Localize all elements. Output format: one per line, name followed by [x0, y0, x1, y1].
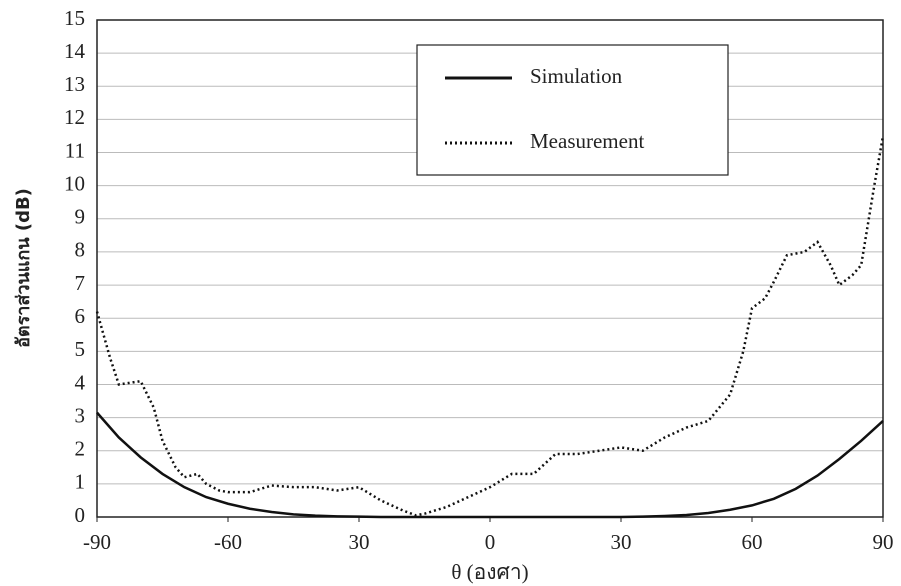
y-tick-label: 0 — [75, 503, 86, 527]
y-tick-label: 5 — [75, 337, 86, 361]
y-tick-label: 10 — [64, 171, 85, 195]
y-tick-label: 3 — [75, 403, 86, 427]
y-tick-label: 4 — [75, 370, 86, 394]
y-tick-label: 2 — [75, 437, 86, 461]
y-tick-label: 14 — [64, 39, 86, 63]
legend-box — [416, 44, 729, 176]
x-tick-label: -60 — [214, 530, 242, 554]
series-line — [96, 411, 884, 519]
series-line — [95, 135, 885, 517]
x-tick-label: 0 — [485, 530, 496, 554]
y-axis-label: อัตราส่วนแกน (dB) — [13, 188, 34, 348]
x-axis-label: θ (องศา) — [451, 560, 528, 584]
y-tick-label: 12 — [64, 105, 85, 129]
y-tick-label: 1 — [75, 470, 86, 494]
y-tick-label: 6 — [75, 304, 86, 328]
y-tick-label: 11 — [65, 138, 85, 162]
y-tick-label: 13 — [64, 72, 85, 96]
y-tick-label: 15 — [64, 6, 85, 30]
x-tick-label: 30 — [611, 530, 632, 554]
x-tick-label: 90 — [873, 530, 894, 554]
x-tick-label: 30 — [349, 530, 370, 554]
legend-label: Simulation — [530, 64, 623, 88]
y-tick-label: 8 — [75, 238, 86, 262]
x-tick-label: 60 — [742, 530, 763, 554]
x-tick-label: -90 — [83, 530, 111, 554]
y-tick-label: 9 — [75, 205, 86, 229]
y-tick-label: 7 — [75, 271, 86, 295]
legend-label: Measurement — [530, 129, 644, 153]
